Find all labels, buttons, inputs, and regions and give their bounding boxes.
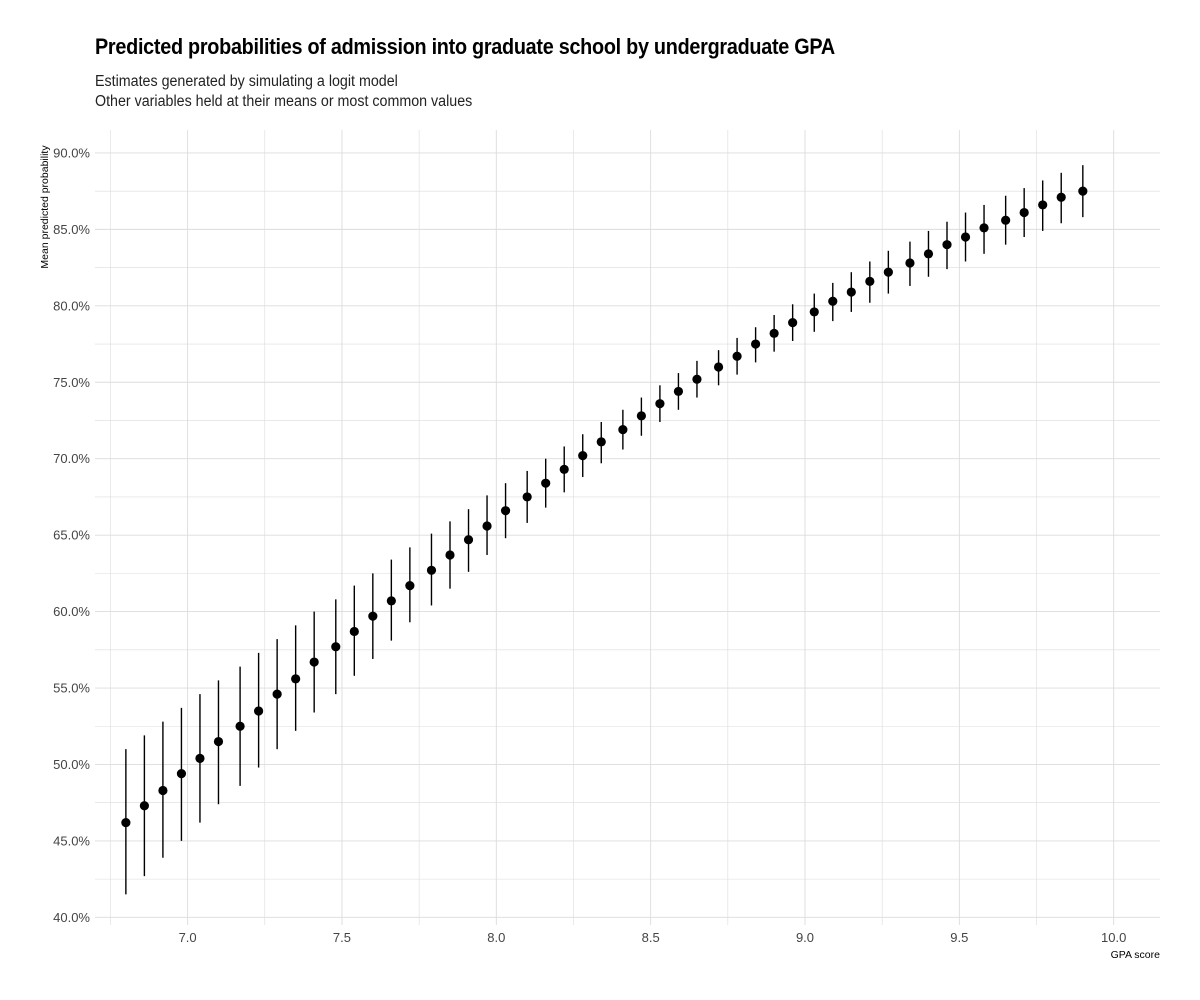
y-tick-label: 40.0% — [53, 910, 90, 925]
x-tick-label: 8.5 — [642, 930, 660, 945]
data-point — [1038, 200, 1048, 210]
x-tick-label: 7.5 — [333, 930, 351, 945]
data-point — [578, 451, 588, 461]
x-axis-title: GPA score — [1111, 949, 1161, 961]
data-point — [655, 399, 665, 409]
data-point — [368, 611, 378, 621]
data-point — [732, 351, 742, 361]
data-point — [673, 386, 684, 397]
y-tick-label: 55.0% — [53, 681, 90, 696]
x-tick-label: 10.0 — [1101, 930, 1126, 945]
data-point — [309, 657, 319, 667]
x-axis-tick-labels: 7.0 7.5 8.0 8.5 9.0 9.5 10.0 — [179, 930, 1127, 945]
data-point — [121, 817, 131, 828]
y-tick-label: 45.0% — [53, 833, 90, 848]
data-point — [291, 674, 301, 684]
y-tick-label: 60.0% — [53, 604, 90, 619]
data-point — [1019, 207, 1029, 218]
data-point — [596, 437, 606, 447]
data-point — [618, 425, 628, 435]
data-point — [960, 232, 971, 242]
data-point — [405, 580, 415, 591]
error-bars — [125, 165, 1084, 895]
data-point — [883, 267, 893, 277]
x-tick-label: 8.0 — [487, 930, 505, 945]
data-point — [426, 565, 437, 575]
data-point — [1078, 186, 1088, 196]
data-point — [349, 626, 359, 637]
y-tick-label: 65.0% — [53, 528, 90, 543]
data-point — [846, 287, 856, 297]
x-tick-label: 9.5 — [950, 930, 968, 945]
data-point — [865, 276, 875, 286]
data-point — [692, 374, 702, 384]
data-point — [254, 706, 264, 716]
data-point — [559, 464, 569, 475]
y-tick-label: 85.0% — [53, 222, 90, 237]
y-tick-label: 90.0% — [53, 145, 90, 160]
data-point — [828, 296, 838, 306]
data-point — [1056, 192, 1066, 202]
y-axis-title: Mean predicted probability — [39, 145, 51, 269]
data-point — [195, 753, 205, 763]
data-point — [769, 328, 779, 338]
data-point — [751, 339, 761, 349]
data-point — [636, 411, 646, 421]
major-gridlines — [95, 130, 1160, 925]
data-point — [272, 689, 282, 699]
x-tick-label: 7.0 — [179, 930, 197, 945]
data-point — [176, 769, 187, 779]
data-point — [386, 596, 396, 606]
data-point — [139, 801, 149, 811]
data-point — [541, 478, 551, 488]
data-point — [1001, 215, 1011, 225]
data-point — [713, 362, 724, 372]
y-tick-label: 80.0% — [53, 298, 90, 313]
data-point — [482, 521, 492, 531]
y-tick-label: 70.0% — [53, 451, 90, 466]
x-tick-label: 9.0 — [796, 930, 814, 945]
chart-title: Predicted probabilities of admission int… — [95, 34, 835, 59]
data-point — [463, 535, 474, 545]
data-point — [522, 492, 532, 502]
data-point — [213, 736, 224, 747]
data-point — [331, 642, 341, 652]
data-point — [158, 785, 168, 796]
data-point — [809, 307, 819, 317]
data-point — [979, 223, 989, 233]
data-point — [788, 318, 798, 328]
chart-subtitle: Estimates generated by simulating a logi… — [95, 72, 472, 112]
subtitle-line-2: Other variables held at their means or m… — [95, 93, 473, 110]
minor-gridlines — [95, 130, 1160, 925]
data-points — [121, 186, 1088, 828]
y-tick-label: 50.0% — [53, 757, 90, 772]
data-point — [235, 721, 245, 731]
data-point — [500, 506, 511, 516]
data-point — [905, 258, 915, 268]
data-point — [445, 550, 455, 560]
data-point — [942, 240, 952, 250]
y-axis-tick-labels: 40.0% 45.0% 50.0% 55.0% 60.0% 65.0% 70.0% 75.0%… — [53, 145, 90, 924]
subtitle-line-1: Estimates generated by simulating a logi… — [95, 73, 398, 90]
data-point — [923, 249, 934, 259]
y-tick-label: 75.0% — [53, 375, 90, 390]
